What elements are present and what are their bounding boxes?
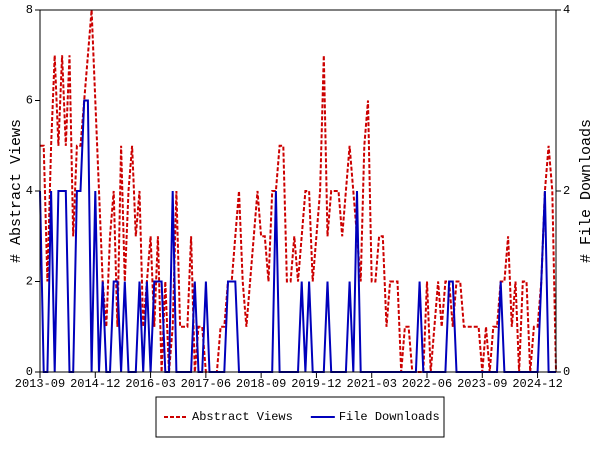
x-tick-label: 2024-12 — [512, 377, 562, 391]
x-tick-label: 2019-12 — [291, 377, 341, 391]
legend-box — [155, 396, 445, 438]
x-tick-label: 2014-12 — [70, 377, 120, 391]
plot-frame — [39, 9, 557, 373]
series-line — [40, 9, 557, 373]
y-axis-label: # Abstract Views — [8, 119, 25, 263]
legend-label: File Downloads — [339, 410, 440, 424]
y-tick-label: 2 — [26, 275, 33, 289]
x-tick-label: 2022-06 — [402, 377, 452, 391]
y2-tick-label: 4 — [563, 3, 570, 17]
x-tick-label: 2016-03 — [125, 377, 175, 391]
y2-tick-label: 0 — [563, 365, 570, 379]
x-tick-label: 2023-09 — [457, 377, 507, 391]
y2-tick-label: 2 — [563, 184, 570, 198]
x-tick-label: 2018-09 — [236, 377, 286, 391]
y-tick-label: 8 — [26, 3, 33, 17]
x-tick-label: 2017-06 — [181, 377, 231, 391]
y-tick-label: 4 — [26, 184, 33, 198]
y-tick-label: 6 — [26, 94, 33, 108]
y2-axis-label: # File Downloads — [578, 119, 595, 263]
x-tick-label: 2021-03 — [347, 377, 397, 391]
legend-label: Abstract Views — [192, 410, 293, 424]
y-tick-label: 0 — [26, 365, 33, 379]
x-tick-label: 2013-09 — [15, 377, 65, 391]
